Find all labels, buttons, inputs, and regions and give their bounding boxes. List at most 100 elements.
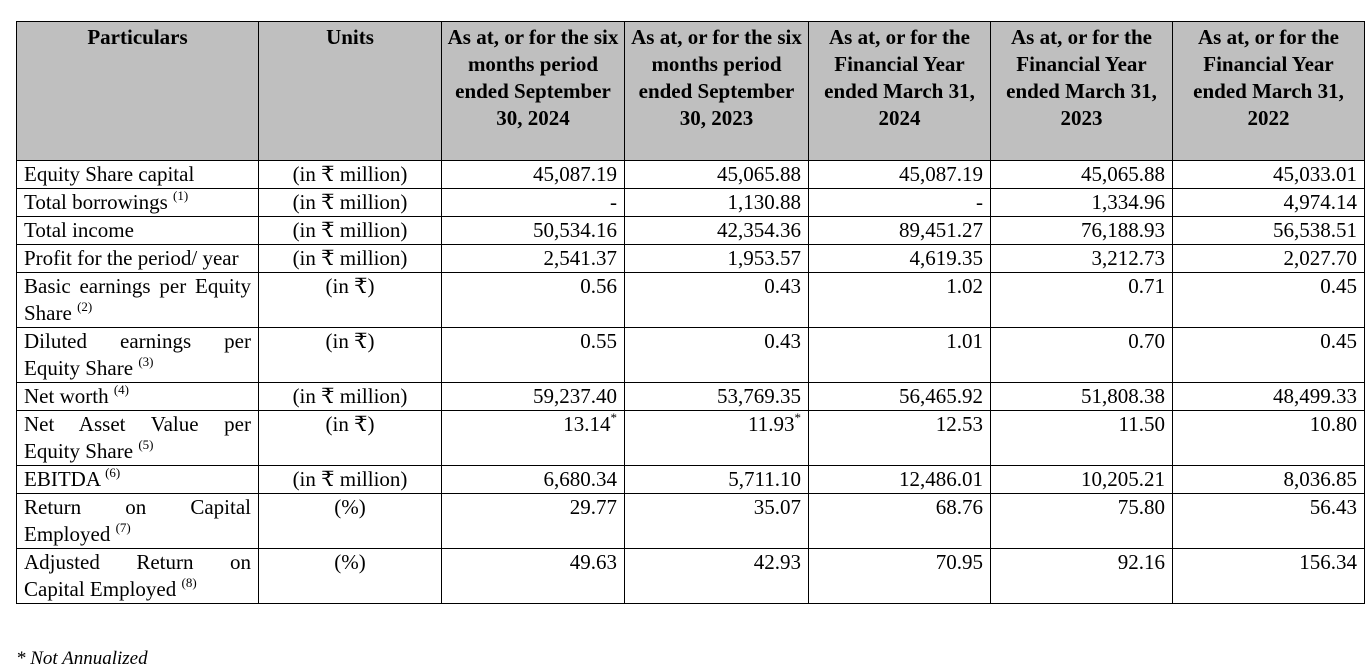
value-text: 29.77 <box>569 495 617 519</box>
row-value: 4,619.35 <box>808 244 991 273</box>
row-value: 2,027.70 <box>1172 244 1365 273</box>
value-text: 0.45 <box>1320 329 1357 353</box>
header-sep-2024: As at, or for the six months period ende… <box>441 21 625 161</box>
row-value: 48,499.33 <box>1172 382 1365 411</box>
row-value: 8,036.85 <box>1172 465 1365 494</box>
row-value: 11.50 <box>990 410 1173 466</box>
footnote-ref: (6) <box>105 465 121 480</box>
value-text: 8,036.85 <box>1283 467 1358 491</box>
row-value: 1,130.88 <box>624 188 809 217</box>
row-value: 1.01 <box>808 327 991 383</box>
particular-label: EBITDA <box>24 467 100 491</box>
value-text: 59,237.40 <box>533 384 617 408</box>
row-value: - <box>808 188 991 217</box>
row-value: 56,538.51 <box>1172 216 1365 245</box>
value-text: 56.43 <box>1309 495 1357 519</box>
row-value: 68.76 <box>808 493 991 549</box>
value-text: 1.01 <box>946 329 983 353</box>
value-text: 48,499.33 <box>1273 384 1357 408</box>
row-particular: Profit for the period/ year <box>16 244 259 273</box>
row-value: 45,087.19 <box>808 160 991 189</box>
particular-label: Net worth <box>24 384 109 408</box>
header-particulars: Particulars <box>16 21 259 161</box>
footnote-ref: (7) <box>115 520 131 535</box>
table-row: Diluted earnings per Equity Share (3) (in… <box>16 327 1365 383</box>
row-value: 0.70 <box>990 327 1173 383</box>
row-value: 45,033.01 <box>1172 160 1365 189</box>
row-unit: (in ₹ million) <box>258 244 442 273</box>
header-fy-2023: As at, or for the Financial Year ended M… <box>990 21 1173 161</box>
table-row: Basic earnings per Equity Share (2) (in ₹… <box>16 272 1365 328</box>
row-value: 75.80 <box>990 493 1173 549</box>
particular-label: Profit for the period/ year <box>24 246 239 270</box>
table-body: Equity Share capital (in ₹ million) 45,087… <box>16 160 1365 604</box>
value-text: 2,541.37 <box>543 246 618 270</box>
row-value: 0.45 <box>1172 272 1365 328</box>
row-particular: Net Asset Value per Equity Share (5) <box>16 410 259 466</box>
row-value: 2,541.37 <box>441 244 625 273</box>
row-value: 13.14* <box>441 410 625 466</box>
value-text: 45,065.88 <box>717 162 801 186</box>
row-particular: Total income <box>16 216 259 245</box>
table-row: Adjusted Return on Capital Employed (8)(… <box>16 548 1365 604</box>
header-fy-2022: As at, or for the Financial Year ended M… <box>1172 21 1365 161</box>
table-row: Total income (in ₹ million) 50,534.16 42,35… <box>16 216 1365 245</box>
financial-table: Particulars Units As at, or for the six … <box>16 21 1365 604</box>
row-particular: Equity Share capital <box>16 160 259 189</box>
value-text: 1.02 <box>946 274 983 298</box>
value-text: 45,087.19 <box>533 162 617 186</box>
footnote-ref: (5) <box>138 437 154 452</box>
row-value: 1,953.57 <box>624 244 809 273</box>
row-value: 42.93 <box>624 548 809 604</box>
value-text: 68.76 <box>935 495 983 519</box>
value-text: 56,538.51 <box>1273 218 1357 242</box>
row-unit: (in ₹) <box>258 272 442 328</box>
row-value: 29.77 <box>441 493 625 549</box>
value-text: 13.14 <box>563 412 611 436</box>
row-value: 1.02 <box>808 272 991 328</box>
particular-label: Equity Share capital <box>24 162 195 186</box>
footnote-ref: (2) <box>77 299 93 314</box>
row-value: 59,237.40 <box>441 382 625 411</box>
table-row: Profit for the period/ year (in ₹ million… <box>16 244 1365 273</box>
row-value: 10,205.21 <box>990 465 1173 494</box>
row-value: 70.95 <box>808 548 991 604</box>
row-value: 45,087.19 <box>441 160 625 189</box>
particular-label: Return on Capital Employed <box>24 495 251 546</box>
table-header: Particulars Units As at, or for the six … <box>16 21 1365 161</box>
row-value: 53,769.35 <box>624 382 809 411</box>
value-text: 5,711.10 <box>728 467 801 491</box>
particular-label: Adjusted Return on Capital Employed <box>24 550 251 601</box>
row-particular: Diluted earnings per Equity Share (3) <box>16 327 259 383</box>
row-value: 76,188.93 <box>990 216 1173 245</box>
value-text: - <box>976 190 983 214</box>
value-text: 11.93 <box>748 412 795 436</box>
header-units: Units <box>258 21 442 161</box>
value-text: 12.53 <box>935 412 983 436</box>
row-value: - <box>441 188 625 217</box>
footnote-ref: (1) <box>173 188 189 203</box>
value-text: 76,188.93 <box>1081 218 1165 242</box>
value-text: 92.16 <box>1117 550 1165 574</box>
table-row: Net worth (4) (in ₹ million) 59,237.40 53,7… <box>16 382 1365 411</box>
row-value: 49.63 <box>441 548 625 604</box>
row-unit: (in ₹ million) <box>258 160 442 189</box>
row-value: 51,808.38 <box>990 382 1173 411</box>
value-text: 0.43 <box>764 329 801 353</box>
header-fy-2024: As at, or for the Financial Year ended M… <box>808 21 991 161</box>
row-unit: (%) <box>258 548 442 604</box>
row-value: 45,065.88 <box>624 160 809 189</box>
value-text: 75.80 <box>1117 495 1165 519</box>
table-row: Equity Share capital (in ₹ million) 45,087… <box>16 160 1365 189</box>
row-particular: Return on Capital Employed (7) <box>16 493 259 549</box>
row-value: 12.53 <box>808 410 991 466</box>
value-text: 156.34 <box>1299 550 1357 574</box>
footnote: * Not Annualized <box>16 648 148 669</box>
row-particular: Total borrowings (1) <box>16 188 259 217</box>
value-text: 3,212.73 <box>1091 246 1166 270</box>
value-text: 4,619.35 <box>909 246 984 270</box>
value-text: 51,808.38 <box>1081 384 1165 408</box>
particular-label: Net Asset Value per Equity Share <box>24 412 251 463</box>
row-value: 45,065.88 <box>990 160 1173 189</box>
value-text: 1,130.88 <box>727 190 802 214</box>
